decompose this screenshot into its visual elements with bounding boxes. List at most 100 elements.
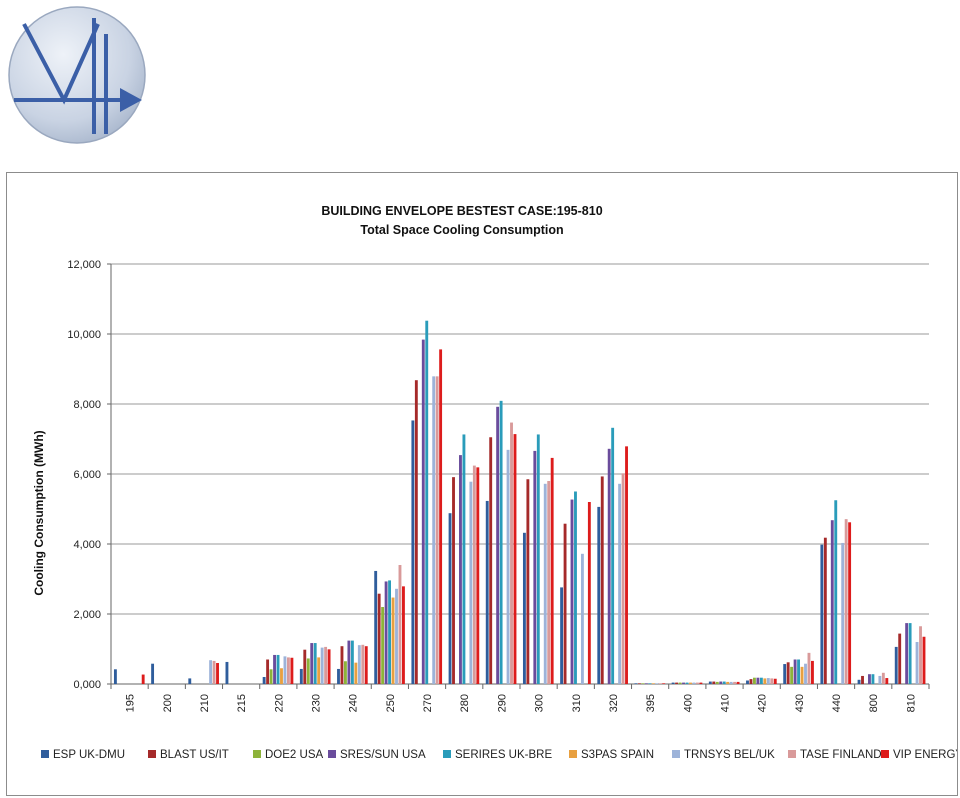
- bar: [759, 677, 763, 684]
- bar: [560, 587, 564, 684]
- x-tick-label: 215: [236, 694, 248, 712]
- bar: [377, 593, 381, 684]
- bar: [550, 457, 554, 684]
- bar: [310, 643, 314, 684]
- legend-label: SERIRES UK-BRE: [455, 749, 552, 761]
- bar: [141, 674, 145, 684]
- bar: [425, 320, 429, 684]
- x-tick-label: 310: [571, 694, 583, 712]
- x-tick-label: 810: [905, 694, 917, 712]
- bar: [658, 683, 662, 684]
- bar: [432, 376, 436, 684]
- bar: [269, 669, 273, 684]
- bar: [868, 674, 871, 684]
- bar: [811, 660, 814, 684]
- bar: [726, 681, 730, 684]
- bar: [266, 659, 270, 684]
- bar: [533, 450, 537, 684]
- bar: [398, 565, 402, 684]
- bar: [513, 434, 517, 684]
- bar: [374, 570, 378, 684]
- bar: [749, 679, 753, 684]
- legend-swatch: [253, 750, 261, 758]
- bar: [414, 380, 418, 684]
- bar: [320, 647, 324, 684]
- legend-label: TASE FINLAND: [800, 749, 882, 761]
- legend-swatch: [41, 750, 49, 758]
- bar: [411, 420, 415, 684]
- bar: [678, 682, 682, 684]
- bar: [469, 481, 473, 684]
- bar: [290, 657, 294, 684]
- bar: [364, 646, 368, 684]
- bar: [522, 532, 526, 684]
- bar: [729, 681, 733, 684]
- bar: [621, 473, 625, 684]
- bar: [783, 664, 787, 684]
- bar: [327, 649, 331, 684]
- bar: [830, 520, 834, 684]
- bar: [384, 581, 388, 684]
- bar: [388, 580, 391, 684]
- bar: [452, 477, 455, 684]
- v4-logo-icon: [8, 6, 146, 144]
- bar: [225, 661, 229, 684]
- bar: [675, 682, 679, 684]
- bar: [587, 502, 591, 684]
- bar: [793, 659, 797, 684]
- bar: [790, 666, 794, 684]
- bar: [462, 434, 466, 684]
- bar: [209, 660, 213, 684]
- legend-swatch: [569, 750, 577, 758]
- bar: [472, 465, 476, 684]
- bar: [354, 662, 358, 684]
- bar: [347, 640, 351, 684]
- bar: [543, 483, 547, 684]
- bar: [435, 376, 439, 684]
- bar: [712, 681, 716, 684]
- bar: [625, 446, 628, 684]
- bar: [350, 640, 354, 684]
- bar: [881, 672, 885, 684]
- bar: [637, 683, 641, 684]
- bar: [823, 537, 827, 684]
- bar: [915, 642, 919, 684]
- legend-swatch: [443, 750, 451, 758]
- x-tick-label: 440: [831, 694, 843, 712]
- bar: [381, 607, 385, 684]
- bar: [763, 678, 767, 684]
- x-tick-label: 195: [125, 694, 137, 712]
- bar: [313, 643, 317, 684]
- bar: [395, 588, 398, 684]
- bar: [563, 523, 567, 684]
- y-tick-label: 6,000: [73, 469, 101, 481]
- bar: [773, 678, 777, 684]
- bar: [861, 675, 864, 684]
- bar: [800, 666, 804, 684]
- bar: [286, 657, 290, 684]
- legend-swatch: [788, 750, 796, 758]
- chart-subtitle: Total Space Cooling Consumption: [360, 223, 563, 237]
- bar: [402, 586, 405, 684]
- x-tick-label: 800: [868, 694, 880, 712]
- bar: [644, 683, 648, 684]
- bar: [361, 644, 365, 684]
- y-tick-label: 4,000: [73, 539, 101, 551]
- bar: [574, 491, 577, 684]
- bar: [685, 682, 689, 684]
- bar: [857, 679, 861, 684]
- bar: [898, 633, 902, 684]
- bar: [671, 682, 675, 684]
- bar: [439, 349, 443, 684]
- y-axis-title: Cooling Consumption (MWh): [32, 430, 46, 595]
- bar: [922, 636, 926, 684]
- bar: [391, 597, 395, 684]
- legend-label: BLAST US/IT: [160, 749, 229, 761]
- bar: [662, 683, 666, 684]
- legend-label: S3PAS SPAIN: [581, 749, 654, 761]
- x-tick-label: 270: [422, 694, 434, 712]
- legend-label: SRES/SUN USA: [340, 749, 426, 761]
- bar: [324, 646, 328, 684]
- bar: [804, 663, 807, 684]
- bar: [641, 683, 645, 684]
